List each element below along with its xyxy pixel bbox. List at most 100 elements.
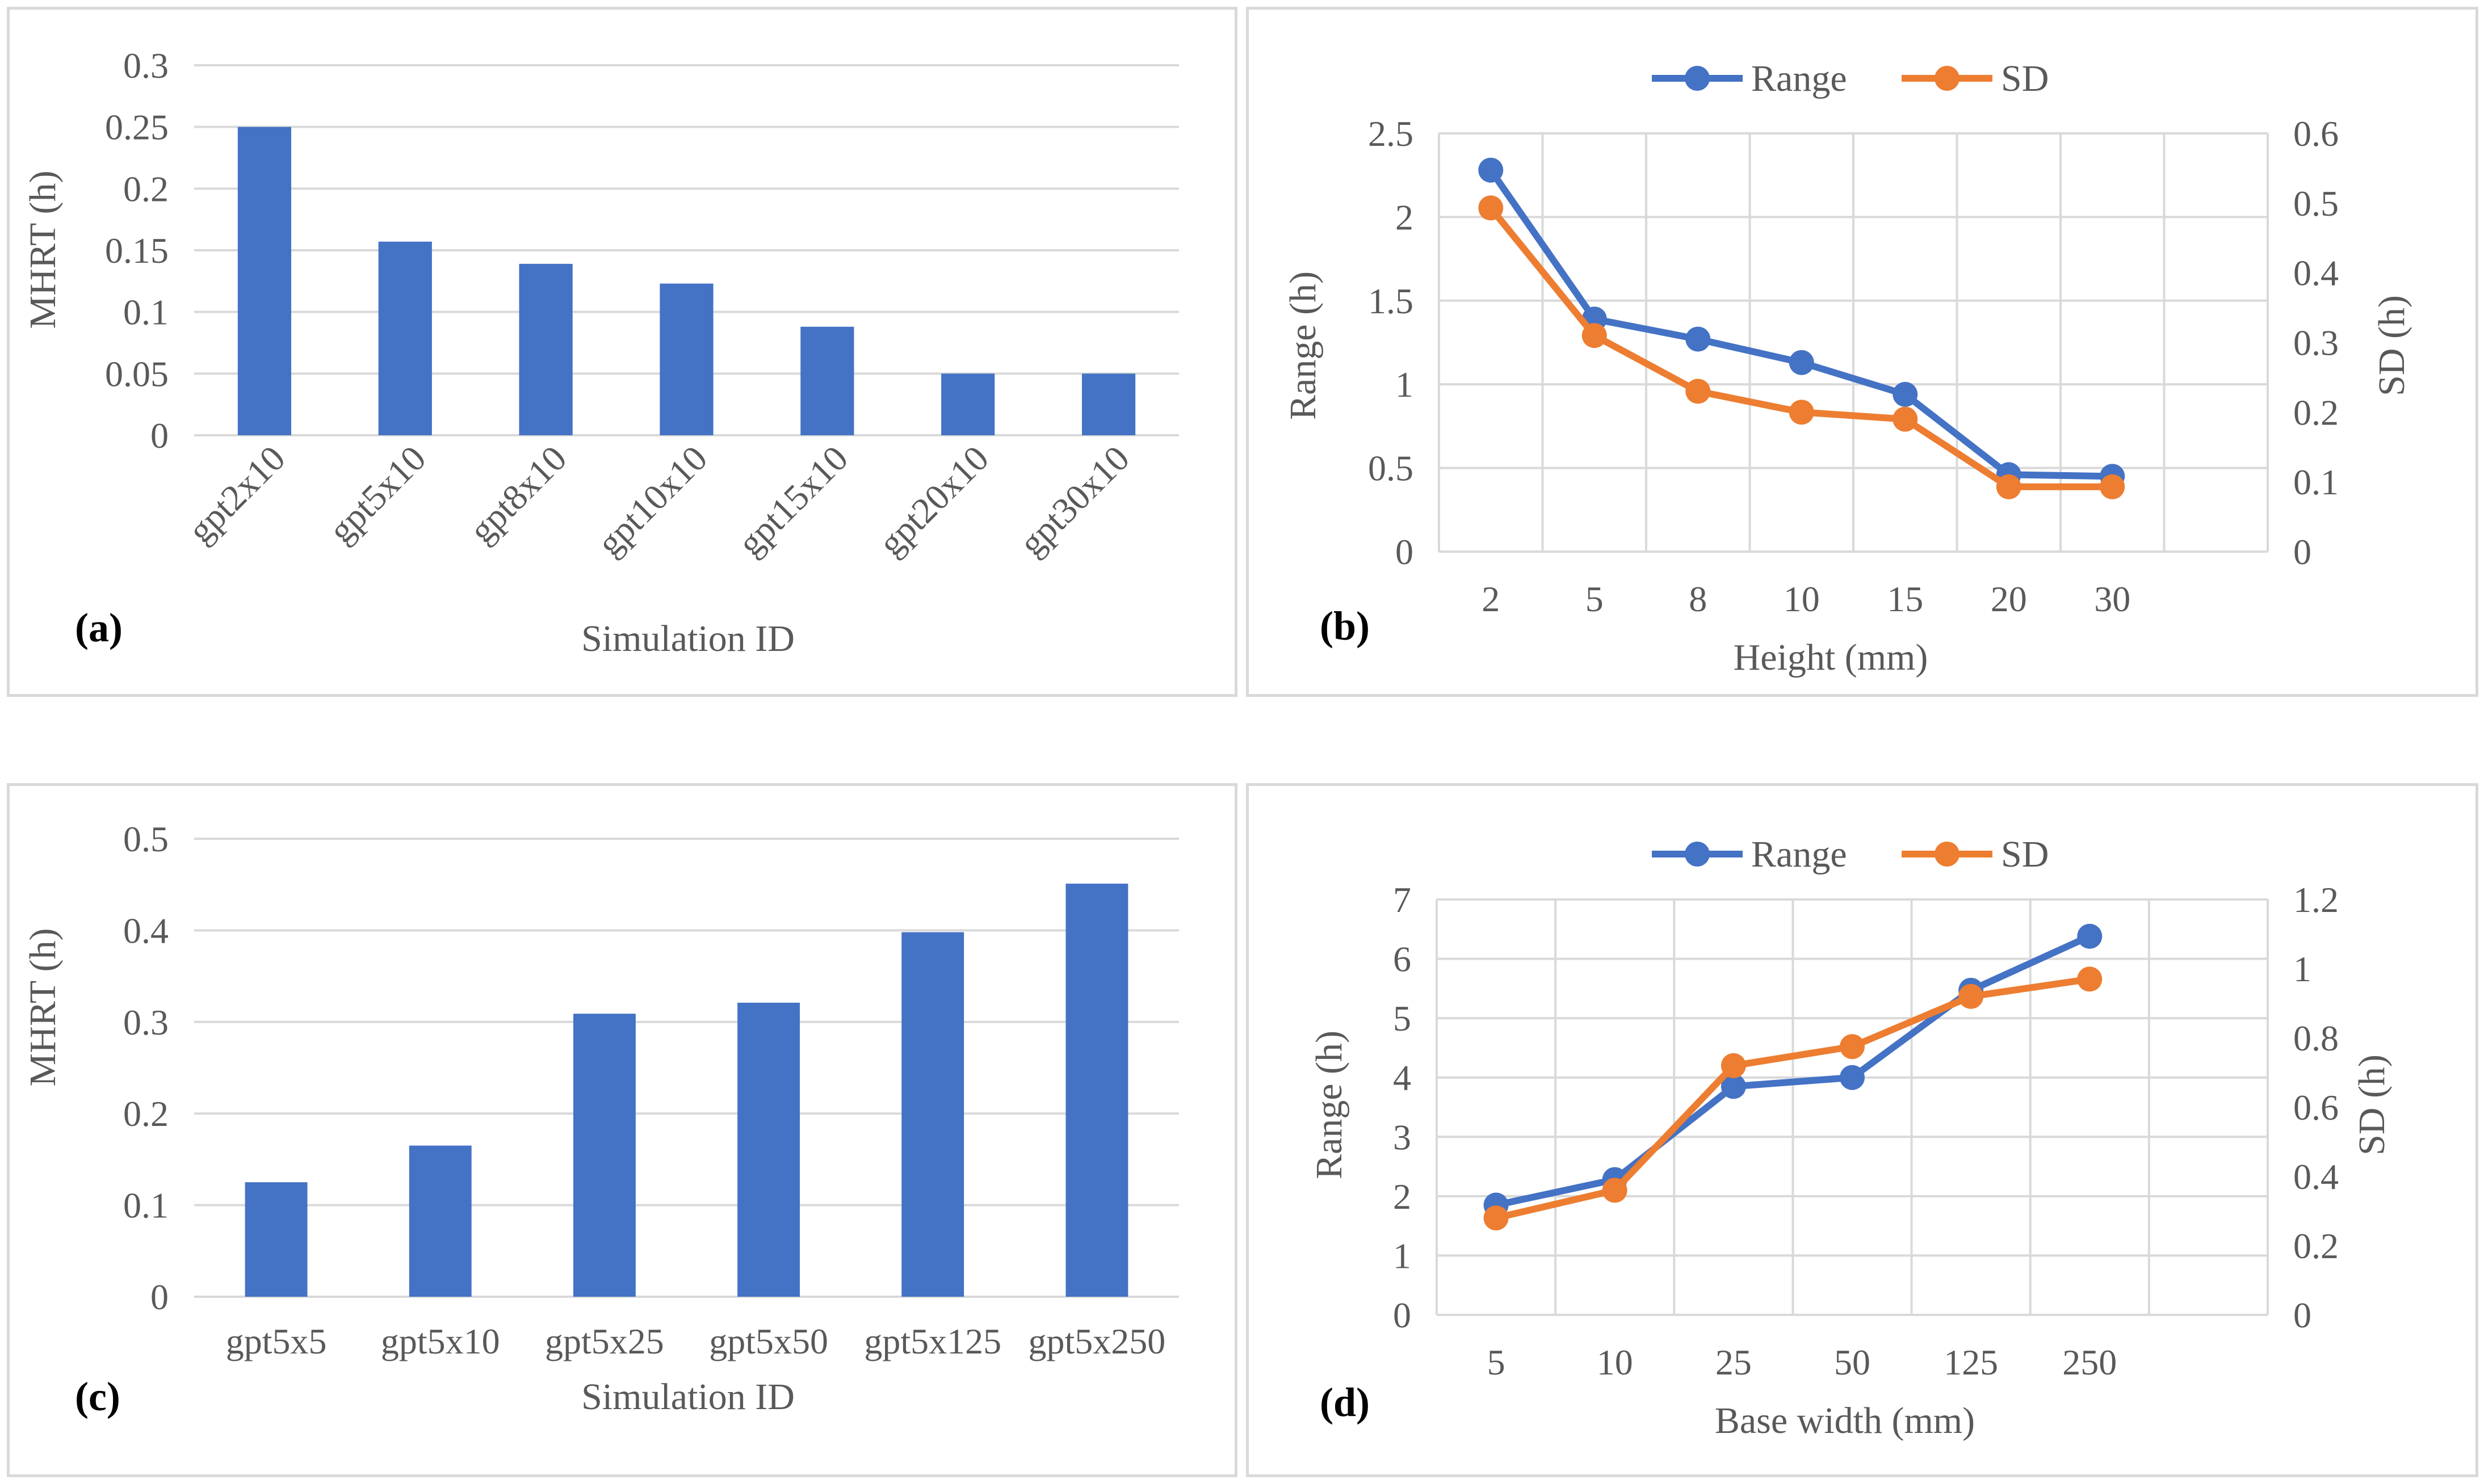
chart-d-svg: 0 1 2 3 4 5 6 7 0 0.2 0.4 0.6 0.8 1 1.2 5 10 25 50 125 250 Ra… — [1308, 834, 2393, 1441]
data-point-sd — [2100, 474, 2125, 499]
y-tick-label: 4 — [1393, 1058, 1411, 1098]
chart-a-svg: 0 0.05 0.1 0.15 0.2 0.25 0.3 gpt2x10 gpt5x10 gpt8… — [22, 45, 1179, 659]
bar — [573, 1014, 636, 1297]
bar — [1065, 884, 1128, 1297]
bar — [245, 1182, 308, 1297]
y-tick-label: 0.2 — [123, 169, 169, 209]
panel-label: (d) — [1320, 1380, 1370, 1425]
y-tick-label: 7 — [1393, 880, 1411, 920]
data-point-sd — [1721, 1053, 1746, 1078]
y2-tick-label: 0.1 — [2293, 462, 2339, 502]
y-axis-title: Range (h) — [1282, 271, 1324, 420]
y-tick-label: 0.2 — [123, 1094, 169, 1134]
y2-tick-label: 0.2 — [2293, 1226, 2339, 1266]
data-point-sd — [1581, 323, 1607, 348]
x-tick-label: 10 — [1784, 579, 1820, 619]
legend-marker-sd — [1935, 842, 1959, 867]
y-tick-label: 0.5 — [1368, 448, 1413, 489]
y-tick-label: 0.1 — [123, 1185, 169, 1226]
data-point-sd — [1483, 1205, 1509, 1231]
data-point-sd — [1893, 406, 1918, 432]
bar — [237, 127, 292, 435]
bar — [800, 326, 854, 435]
y-tick-label: 6 — [1393, 939, 1411, 979]
data-point-sd — [1996, 474, 2021, 499]
y2-tick-label: 0.4 — [2293, 1157, 2339, 1197]
bar — [660, 283, 714, 435]
data-point-sd — [1685, 379, 1711, 404]
bar — [941, 373, 995, 435]
data-point-sd — [1840, 1034, 1865, 1060]
y-tick-label: 0 — [150, 1277, 169, 1317]
y2-tick-label: 0 — [2293, 532, 2311, 572]
x-tick-label: gpt5x125 — [864, 1321, 1001, 1361]
bar — [409, 1145, 472, 1297]
x-tick-label: 30 — [2094, 579, 2130, 619]
y2-tick-label: 0.6 — [2293, 113, 2339, 154]
data-point-range — [1789, 350, 1814, 375]
x-tick-label: gpt20x10 — [871, 438, 996, 564]
x-tick-label: 5 — [1585, 579, 1604, 619]
chart-panel-a: 0 0.05 0.1 0.15 0.2 0.25 0.3 gpt2x10 gpt5x10 gpt8… — [7, 7, 1237, 697]
x-tick-label: gpt8x10 — [461, 438, 574, 551]
x-tick-label: gpt30x10 — [1012, 438, 1137, 564]
y2-tick-label: 0.5 — [2293, 183, 2339, 224]
data-point-range — [1840, 1065, 1865, 1090]
bar — [519, 263, 573, 435]
x-tick-label: gpt10x10 — [589, 438, 715, 564]
legend-marker-range — [1685, 842, 1710, 867]
x-tick-label: gpt5x10 — [381, 1321, 500, 1361]
y-tick-label: 2 — [1395, 197, 1413, 237]
x-tick-label: gpt5x10 — [321, 438, 434, 551]
y-tick-label: 1.5 — [1368, 281, 1413, 321]
y-tick-label: 0 — [1393, 1295, 1411, 1335]
legend-marker-sd — [1935, 66, 1959, 91]
series-line-sd — [1495, 976, 2091, 1222]
y-tick-label: 0 — [1395, 532, 1413, 572]
y-tick-label: 2 — [1393, 1176, 1411, 1217]
x-tick-label: 15 — [1887, 579, 1923, 619]
panel-label: (c) — [75, 1374, 120, 1419]
y2-tick-label: 0.6 — [2293, 1087, 2339, 1128]
y2-tick-label: 1.2 — [2293, 880, 2339, 920]
series-line-range — [1495, 933, 2091, 1209]
y2-tick-label: 1 — [2293, 949, 2311, 989]
data-point-sd — [1789, 400, 1814, 425]
y2-tick-label: 0.2 — [2293, 392, 2339, 432]
y2-tick-label: 0.8 — [2293, 1018, 2339, 1058]
x-tick-label: 10 — [1597, 1342, 1633, 1382]
y-axis-title: MHRT (h) — [22, 928, 64, 1087]
y2-tick-label: 0.3 — [2293, 323, 2339, 363]
data-point-range — [2077, 923, 2103, 949]
x-tick-label: gpt2x10 — [180, 438, 293, 551]
bar — [378, 241, 432, 435]
chart-panel-b: 0 0.5 1 1.5 2 2.5 0 0.1 0.2 0.3 0.4 0.5 0.6 2 5 8 10 15 20… — [1246, 7, 2478, 697]
x-tick-label: 50 — [1834, 1342, 1870, 1382]
chart-c-svg: 0 0.1 0.2 0.3 0.4 0.5 gpt5x5 gpt5x10 gpt5x25 gpt5… — [22, 819, 1179, 1419]
y-tick-label: 0.25 — [105, 107, 169, 148]
x-axis-title: Height (mm) — [1734, 637, 1928, 678]
y-tick-label: 0.5 — [123, 819, 169, 859]
x-tick-label: gpt15x10 — [730, 438, 855, 564]
legend-label-range: Range — [1751, 834, 1847, 875]
data-point-sd — [1478, 195, 1504, 221]
x-tick-label: gpt5x250 — [1029, 1321, 1166, 1361]
y2-axis-title: SD (h) — [2351, 1054, 2393, 1155]
legend-label-sd: SD — [2001, 58, 2049, 99]
data-point-range — [1893, 381, 1918, 407]
panel-label: (b) — [1320, 603, 1370, 649]
data-point-sd — [1602, 1178, 1627, 1203]
series-line-sd — [1488, 205, 2113, 490]
x-axis-title: Simulation ID — [581, 618, 795, 659]
y-tick-label: 0.3 — [123, 1002, 169, 1042]
y-tick-label: 0.05 — [105, 354, 169, 394]
y2-tick-label: 0 — [2293, 1295, 2311, 1335]
data-point-sd — [1958, 983, 1984, 1009]
data-point-sd — [2077, 966, 2103, 992]
bar — [1081, 373, 1136, 435]
chart-panel-c: 0 0.1 0.2 0.3 0.4 0.5 gpt5x5 gpt5x10 gpt5x25 gpt5… — [7, 783, 1237, 1477]
y-tick-label: 0 — [150, 415, 169, 456]
y-tick-label: 1 — [1393, 1235, 1411, 1276]
bar — [901, 932, 964, 1297]
y-axis-title: MHRT (h) — [22, 171, 64, 329]
